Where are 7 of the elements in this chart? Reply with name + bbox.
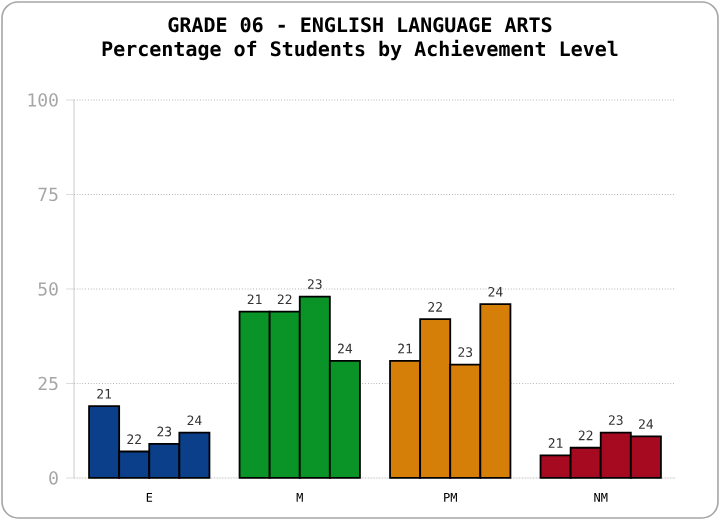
y-tick-label: 50 (38, 282, 58, 296)
chart-title: GRADE 06 - ENGLISH LANGUAGE ARTS (168, 17, 552, 33)
y-tick-label: 100 (28, 93, 58, 107)
y-tick-label: 0 (49, 471, 58, 485)
y-tick-label: 25 (38, 376, 58, 391)
y-tick-label: 75 (38, 187, 58, 202)
chart-subtitle: Percentage of Students by Achievement Level (102, 39, 618, 61)
